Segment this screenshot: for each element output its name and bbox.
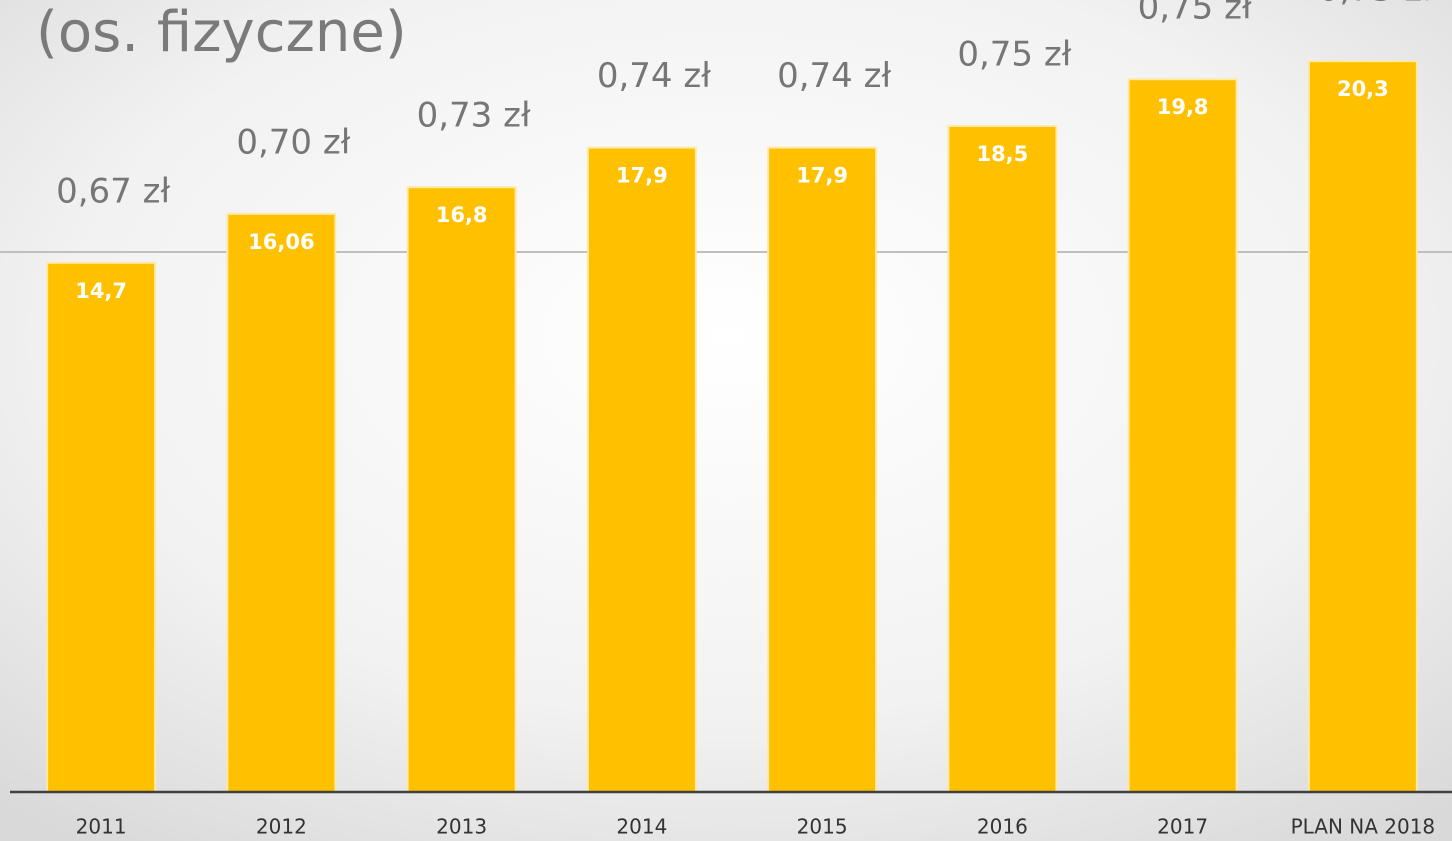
x-tick-label: 2013 [436, 815, 487, 839]
value-label: 17,9 [616, 164, 668, 188]
bar [586, 146, 697, 794]
bar [1307, 60, 1418, 793]
value-label: 17,9 [796, 164, 848, 188]
annotation: 0,74 zł [597, 56, 711, 96]
value-label: 16,06 [248, 230, 314, 254]
annotation: 0,74 zł [777, 56, 891, 96]
x-tick-label: 2012 [256, 815, 307, 839]
value-label: 20,3 [1337, 77, 1389, 101]
annotation: 0,70 zł [236, 122, 350, 162]
bar [947, 125, 1058, 793]
annotation: 0,75 zł [1138, 0, 1252, 28]
bar [226, 212, 337, 793]
annotation: 0,67 zł [56, 171, 170, 211]
annotation: 0,75 zł [1318, 0, 1432, 10]
bar [767, 146, 878, 794]
x-tick-label: 2016 [977, 815, 1028, 839]
value-label: 16,8 [436, 203, 488, 227]
x-tick-label: 2014 [616, 815, 667, 839]
annotation: 0,73 zł [417, 96, 531, 136]
bar [46, 261, 157, 793]
x-tick-label: PLAN NA 2018 [1291, 815, 1436, 839]
value-label: 18,5 [976, 142, 1028, 166]
x-tick-label: 2011 [76, 815, 127, 839]
x-tick-label: 2017 [1157, 815, 1208, 839]
bar [406, 186, 517, 793]
value-label: 14,7 [75, 279, 127, 303]
x-tick-label: 2015 [797, 815, 848, 839]
value-label: 19,8 [1157, 95, 1209, 119]
bar [1127, 78, 1238, 793]
chart-title: (os. fizyczne) [36, 0, 407, 65]
annotation: 0,75 zł [957, 35, 1071, 75]
